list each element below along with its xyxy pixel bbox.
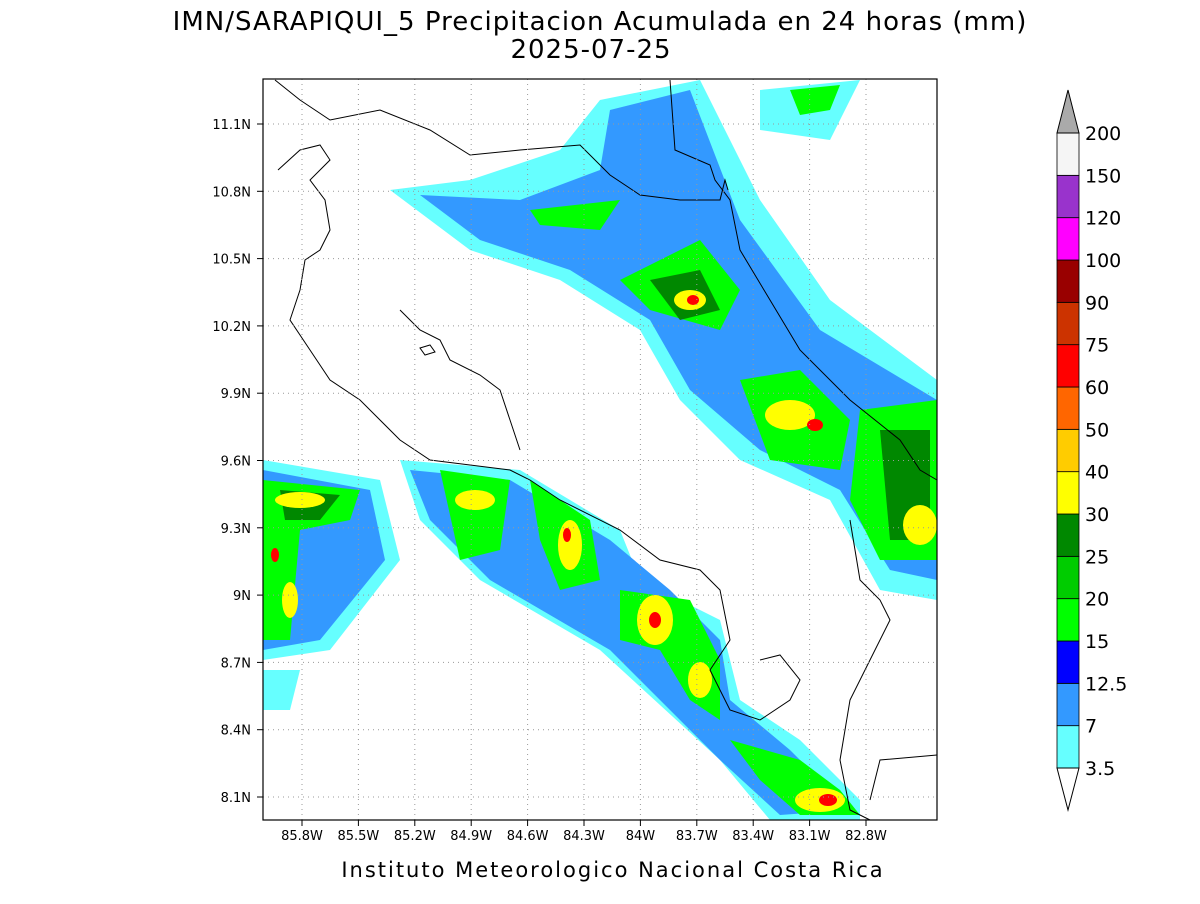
colorbar-segment bbox=[1056, 725, 1080, 769]
lat-label: 8.7N bbox=[221, 656, 251, 671]
lat-label: 9.9N bbox=[221, 387, 251, 402]
colorbar-label: 12.5 bbox=[1085, 673, 1127, 695]
lat-label: 9N bbox=[233, 589, 251, 604]
map-frame bbox=[262, 78, 938, 821]
lon-label: 85.5W bbox=[337, 829, 379, 844]
colorbar-label: 60 bbox=[1085, 377, 1109, 399]
lon-label: 83.1W bbox=[789, 829, 831, 844]
lon-label: 84.6W bbox=[507, 829, 549, 844]
colorbar-label: 25 bbox=[1085, 546, 1109, 568]
colorbar-segment bbox=[1056, 555, 1080, 600]
graticule: 11.1N 10.8N 10.5N 10.2N 9.9N 9.6N 9.3N 9N 8.7N 8.… bbox=[212, 79, 937, 844]
lat-label: 11.1N bbox=[212, 118, 251, 133]
lat-label: 8.1N bbox=[221, 791, 251, 806]
map-subtitle: 2025-07-25 bbox=[510, 35, 671, 65]
colorbar-under bbox=[1056, 767, 1080, 812]
lon-label: 83.7W bbox=[676, 829, 718, 844]
colorbar: 3.5 7 12.5 15 20 25 30 40 50 60 75 90 100 120 150 200 bbox=[1056, 89, 1127, 812]
colorbar-segment bbox=[1056, 132, 1080, 176]
colorbar-segment bbox=[1056, 640, 1080, 684]
colorbar-label: 100 bbox=[1085, 250, 1121, 272]
colorbar-label: 40 bbox=[1085, 462, 1109, 484]
colorbar-segment bbox=[1056, 682, 1080, 727]
colorbar-label: 200 bbox=[1085, 123, 1121, 145]
colorbar-label: 3.5 bbox=[1085, 758, 1115, 780]
precip-field bbox=[263, 80, 937, 820]
colorbar-segment bbox=[1056, 471, 1080, 515]
colorbar-segment bbox=[1056, 259, 1080, 303]
lon-label: 84W bbox=[626, 829, 656, 844]
lon-label: 85.8W bbox=[281, 829, 323, 844]
lon-label: 82.8W bbox=[845, 829, 887, 844]
colorbar-label: 75 bbox=[1085, 335, 1109, 357]
footer: Instituto Meteorologico Nacional Costa R… bbox=[341, 858, 884, 882]
colorbar-label: 7 bbox=[1085, 716, 1097, 738]
lat-label: 10.5N bbox=[212, 253, 251, 268]
lat-label: 9.3N bbox=[221, 522, 251, 537]
lon-label: 84.9W bbox=[450, 829, 492, 844]
colorbar-label: 20 bbox=[1085, 589, 1109, 611]
map-title: IMN/SARAPIQUI_5 Precipitacion Acumulada … bbox=[173, 7, 1028, 37]
colorbar-label: 30 bbox=[1085, 504, 1109, 526]
colorbar-segment bbox=[1056, 217, 1080, 261]
colorbar-segment bbox=[1056, 428, 1080, 473]
colorbar-label: 120 bbox=[1085, 208, 1121, 230]
lat-label: 10.8N bbox=[212, 185, 251, 200]
colorbar-segment bbox=[1056, 386, 1080, 430]
lat-label: 10.2N bbox=[212, 320, 251, 335]
colorbar-segment bbox=[1056, 301, 1080, 346]
colorbar-segment bbox=[1056, 598, 1080, 642]
colorbar-segment bbox=[1056, 174, 1080, 219]
colorbar-over bbox=[1056, 89, 1080, 134]
colorbar-label: 90 bbox=[1085, 292, 1109, 314]
colorbar-segment bbox=[1056, 513, 1080, 557]
colorbar-segment bbox=[1056, 344, 1080, 388]
colorbar-label: 50 bbox=[1085, 419, 1109, 441]
lat-label: 9.6N bbox=[221, 455, 251, 470]
lon-label: 85.2W bbox=[394, 829, 436, 844]
lon-label: 83.4W bbox=[732, 829, 774, 844]
lat-label: 8.4N bbox=[221, 724, 251, 739]
coastline bbox=[274, 79, 938, 821]
colorbar-label: 150 bbox=[1085, 165, 1121, 187]
lon-label: 84.3W bbox=[563, 829, 605, 844]
colorbar-label: 15 bbox=[1085, 631, 1109, 653]
